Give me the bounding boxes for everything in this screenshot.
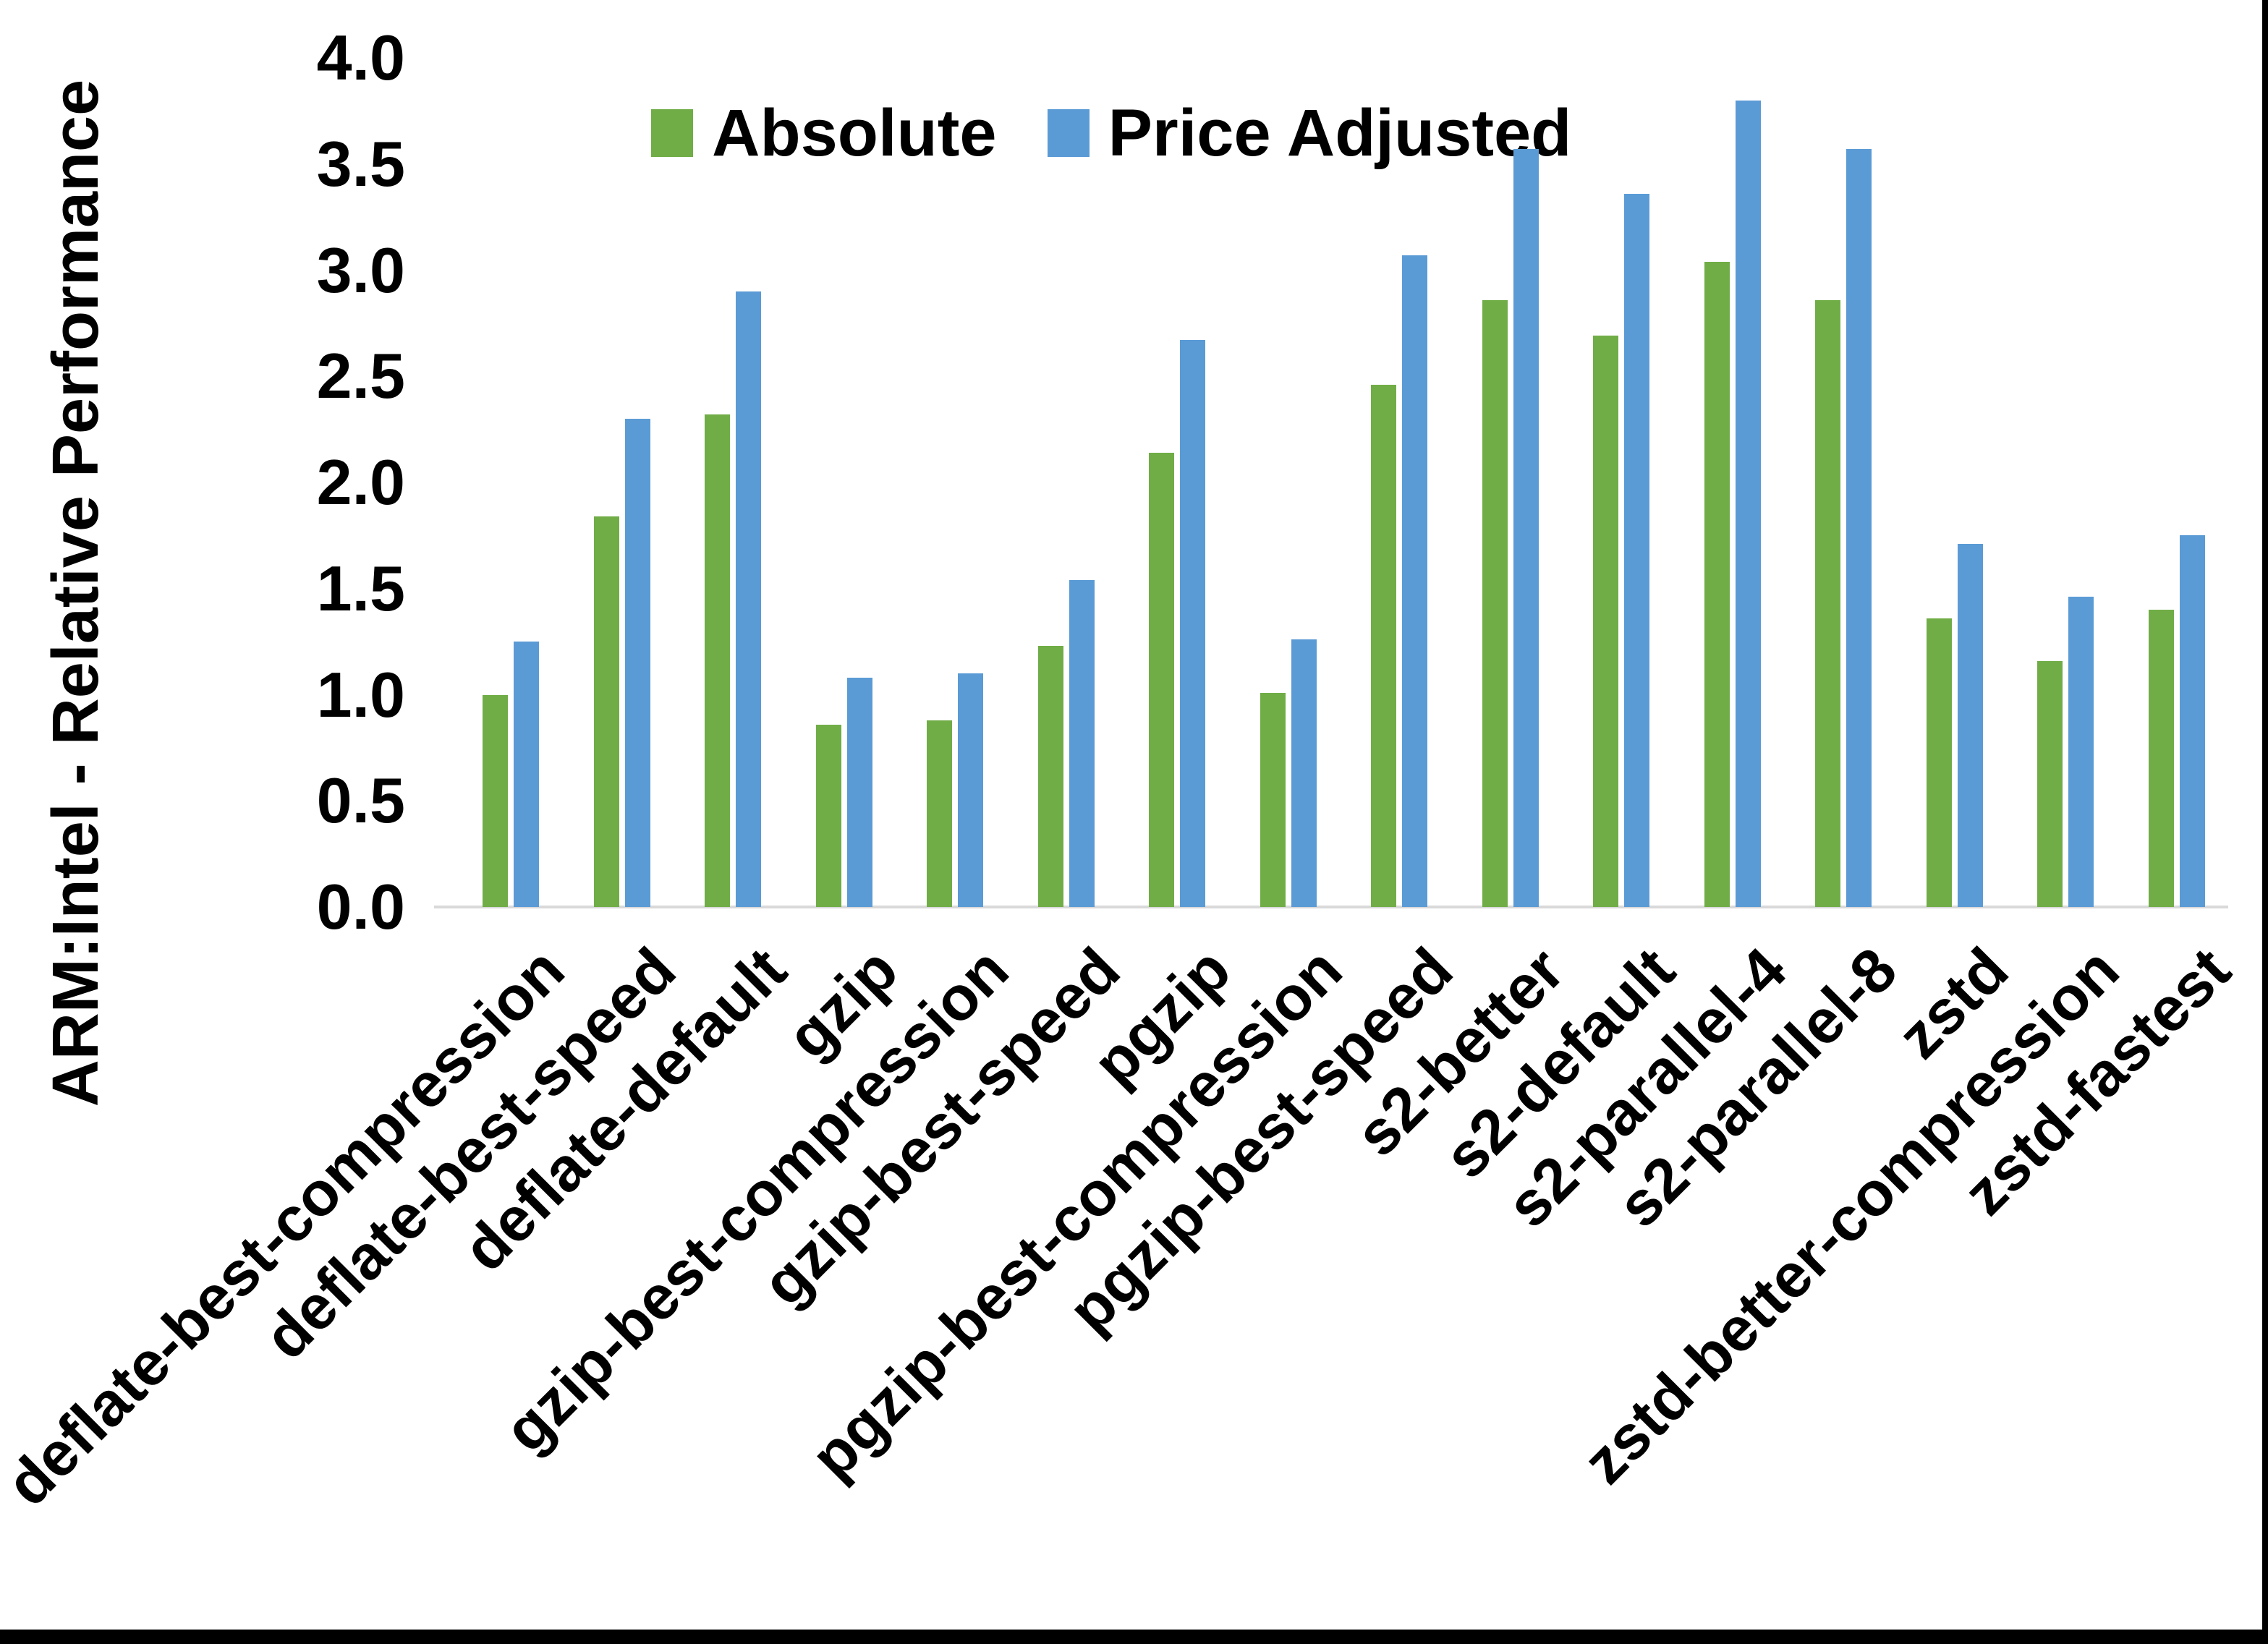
bar-absolute [1371, 384, 1396, 907]
bar-price-adjusted [1291, 639, 1317, 907]
bar-price-adjusted [1513, 149, 1539, 907]
x-axis-line [434, 906, 2228, 908]
bar-absolute [1260, 692, 1286, 907]
bar-absolute [483, 694, 508, 907]
bar-absolute [1593, 336, 1618, 907]
bar-price-adjusted [1735, 100, 1761, 907]
legend-swatch-absolute [651, 109, 693, 157]
y-tick-label: 3.0 [316, 234, 405, 306]
bar-absolute [1037, 645, 1063, 907]
y-tick-label: 1.5 [316, 552, 405, 624]
bar-price-adjusted [1402, 255, 1427, 907]
bar-price-adjusted [1069, 580, 1095, 907]
bar-absolute [1704, 261, 1730, 907]
y-tick-label: 1.0 [316, 658, 405, 731]
bar-absolute [2037, 660, 2063, 907]
bar-price-adjusted [1180, 340, 1205, 907]
y-tick-label: 3.5 [316, 127, 405, 200]
legend-label-price-adjusted: Price Adjusted [1108, 96, 1572, 170]
bar-absolute [1926, 618, 1952, 907]
legend-label-absolute: Absolute [712, 96, 997, 170]
bar-price-adjusted [2068, 597, 2094, 907]
bar-absolute [815, 724, 841, 907]
bar-price-adjusted [736, 291, 761, 907]
bar-price-adjusted [1957, 544, 1983, 907]
bar-absolute [593, 516, 619, 907]
y-tick-label: 2.0 [316, 446, 405, 518]
legend-item-price-adjusted: Price Adjusted [1047, 96, 1572, 170]
y-tick-label: 4.0 [316, 22, 405, 93]
y-tick-label: 0.0 [316, 871, 405, 942]
y-tick-label: 2.5 [316, 340, 405, 412]
bar-absolute [1815, 299, 1840, 907]
bar-absolute [2148, 610, 2174, 907]
bar-price-adjusted [514, 642, 539, 907]
bar-price-adjusted [624, 418, 650, 907]
bar-price-adjusted [958, 673, 983, 907]
legend-swatch-price-adjusted [1047, 109, 1090, 157]
bar-absolute [1482, 299, 1508, 907]
bar-absolute [927, 720, 952, 907]
legend: Absolute Price Adjusted [651, 100, 1571, 166]
bar-absolute [1149, 452, 1174, 907]
bar-price-adjusted [846, 678, 872, 907]
bar-price-adjusted [1624, 193, 1649, 907]
bar-price-adjusted [2179, 535, 2205, 907]
bar-price-adjusted [1846, 149, 1872, 907]
y-tick-label: 0.5 [316, 764, 405, 837]
legend-item-absolute: Absolute [651, 100, 997, 166]
bottom-border [0, 1630, 2268, 1644]
right-border [2262, 0, 2268, 1644]
bar-absolute [705, 414, 730, 907]
